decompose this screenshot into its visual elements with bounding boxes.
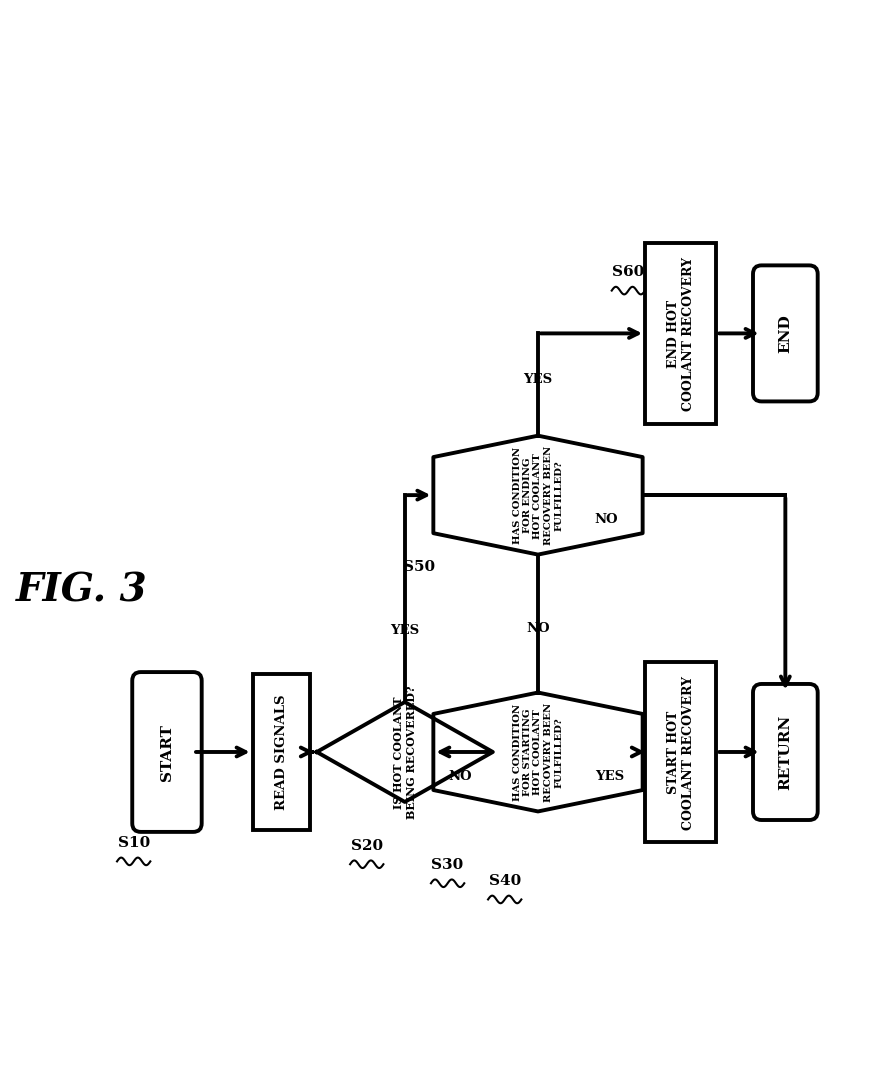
Text: END HOT
COOLANT RECOVERY: END HOT COOLANT RECOVERY (667, 257, 694, 411)
Text: S40: S40 (488, 873, 521, 887)
FancyBboxPatch shape (752, 684, 817, 820)
Text: FIG. 3: FIG. 3 (16, 571, 147, 609)
Text: S60: S60 (612, 265, 644, 279)
Text: S50: S50 (403, 559, 435, 573)
Text: START HOT
COOLANT RECOVERY: START HOT COOLANT RECOVERY (667, 675, 694, 829)
FancyBboxPatch shape (644, 243, 716, 425)
Text: S10: S10 (118, 835, 149, 849)
FancyBboxPatch shape (132, 672, 202, 832)
Text: HAS CONDITION
FOR STARTING
HOT COOLANT
RECOVERY BEEN
FULFILLED?: HAS CONDITION FOR STARTING HOT COOLANT R… (513, 703, 563, 801)
Polygon shape (316, 703, 492, 803)
Polygon shape (433, 437, 642, 555)
Text: START: START (160, 723, 174, 781)
Text: READ SIGNALS: READ SIGNALS (274, 694, 287, 810)
Text: NO: NO (594, 513, 618, 526)
FancyBboxPatch shape (253, 673, 309, 831)
FancyBboxPatch shape (644, 661, 716, 843)
Text: YES: YES (594, 770, 623, 782)
Text: IS HOT COOLANT
BEING RECOVERED?: IS HOT COOLANT BEING RECOVERED? (392, 685, 416, 819)
Text: YES: YES (390, 624, 419, 637)
Text: S30: S30 (431, 857, 463, 871)
Text: S20: S20 (350, 838, 383, 853)
Text: HAS CONDITION
FOR ENDING
HOT COOLANT
RECOVERY BEEN
FULFILLED?: HAS CONDITION FOR ENDING HOT COOLANT REC… (513, 446, 563, 545)
Polygon shape (433, 693, 642, 811)
FancyBboxPatch shape (752, 266, 817, 402)
Text: NO: NO (526, 622, 550, 635)
Text: END: END (778, 315, 792, 353)
Text: NO: NO (448, 770, 471, 782)
Text: RETURN: RETURN (778, 715, 792, 790)
Text: YES: YES (523, 372, 552, 386)
